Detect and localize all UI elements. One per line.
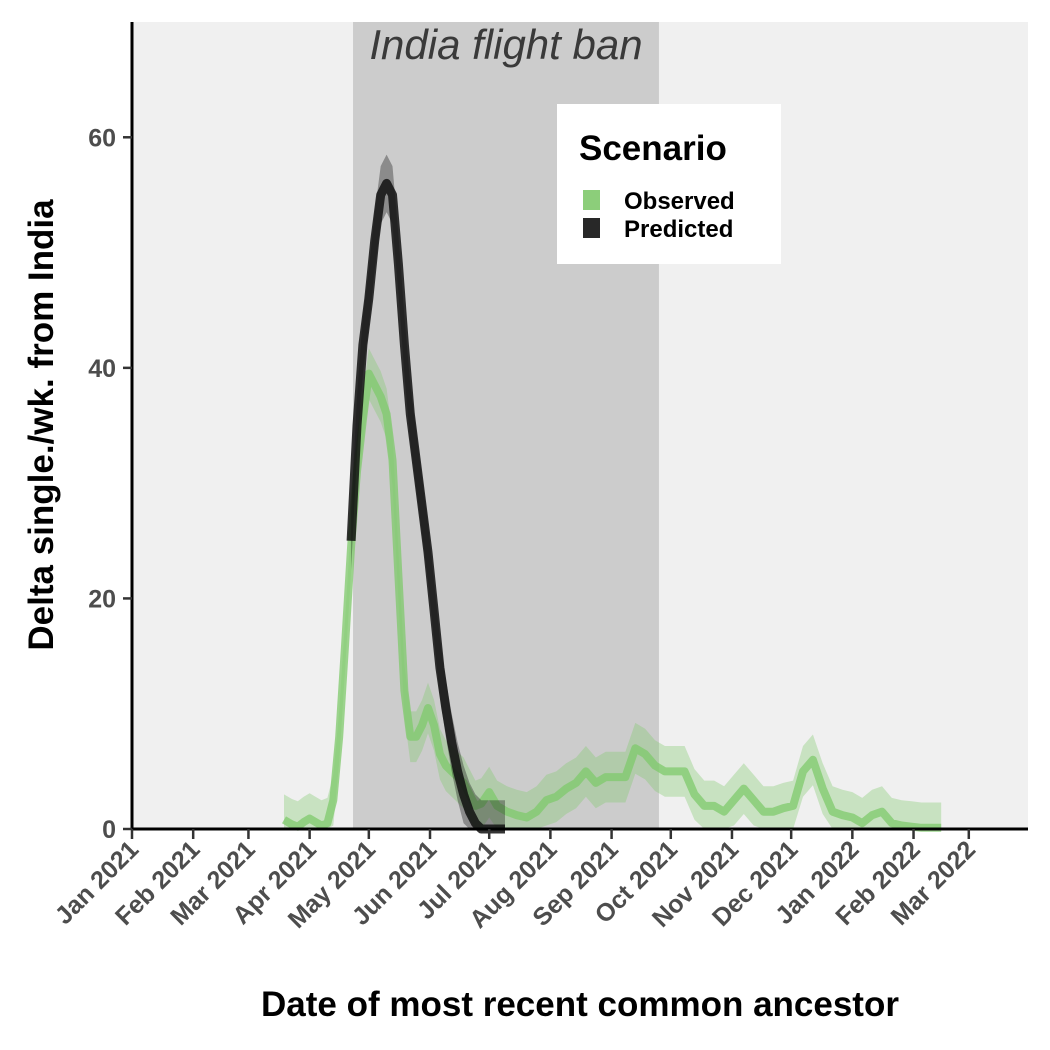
y-tick-label: 20 bbox=[88, 585, 116, 613]
y-tick-label: 60 bbox=[88, 124, 116, 152]
legend-label-predicted: Predicted bbox=[624, 216, 733, 243]
y-axis-title: Delta single./wk. from India bbox=[22, 199, 61, 651]
legend-key-predicted bbox=[583, 218, 600, 238]
legend-title: Scenario bbox=[579, 129, 727, 168]
x-axis-title: Date of most recent common ancestor bbox=[261, 985, 899, 1024]
legend-label-observed: Observed bbox=[624, 188, 735, 215]
legend-key-observed bbox=[583, 190, 600, 210]
series-observed-line bbox=[281, 369, 942, 832]
series-observed bbox=[281, 348, 942, 832]
series-predicted-line bbox=[346, 178, 505, 834]
y-tick-label: 0 bbox=[102, 816, 116, 844]
flight-ban-label: India flight ban bbox=[369, 21, 642, 68]
y-tick-label: 40 bbox=[88, 355, 116, 383]
series-predicted bbox=[346, 154, 505, 834]
